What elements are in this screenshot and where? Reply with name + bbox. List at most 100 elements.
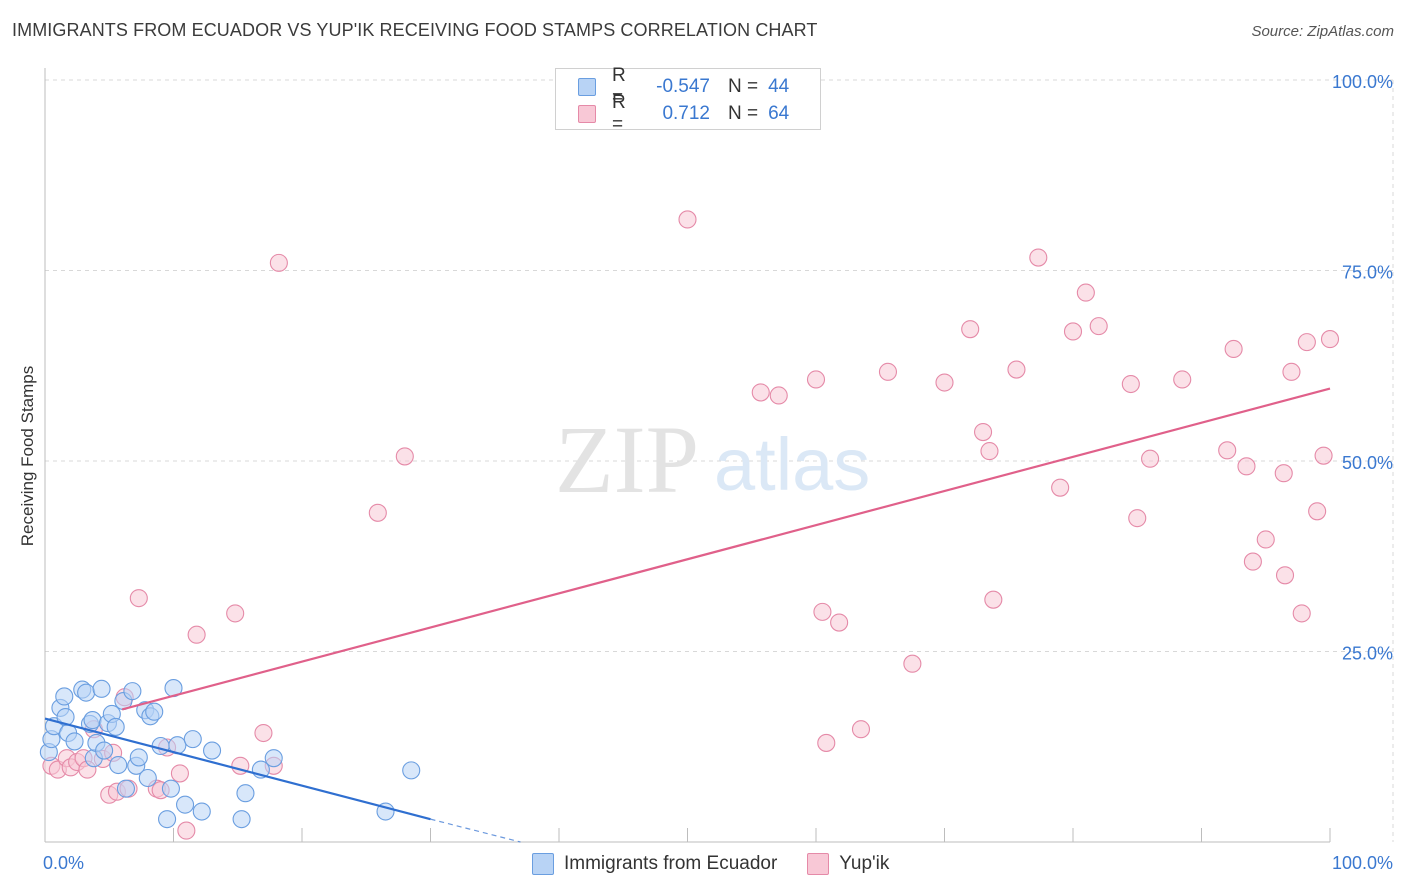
data-point [129,748,148,767]
r-label: R = [612,92,626,135]
axes [44,68,1331,843]
data-point [1256,530,1275,549]
legend-label-yupik: Yup'ik [839,853,890,874]
data-point [161,779,180,798]
data-point [1224,339,1243,359]
data-point [973,422,993,442]
data-point [961,320,980,339]
trend-lines [44,387,1331,843]
chart-title: IMMIGRANTS FROM ECUADOR VS YUP'IK RECEIV… [12,20,818,40]
trend-line [121,387,1331,711]
data-point [903,654,922,673]
data-point [269,253,288,272]
data-point [1173,370,1192,389]
data-point [254,723,273,743]
data-point [817,733,836,752]
data-point [1089,317,1108,336]
data-point [1292,604,1311,623]
r-value: 0.712 [662,103,710,124]
y-tick-label: 25.0% [1342,644,1393,664]
legend-row-ecuador: R = -0.547 N = 44 [578,65,790,108]
data-point [1274,464,1293,483]
data-point [138,768,157,788]
data-point [109,755,128,775]
data-point [980,442,999,461]
y-tick-label: 100.0% [1332,72,1393,92]
x-tick-label: 100.0% [1332,853,1393,873]
series-legend: Immigrants from Ecuador Yup'ik [532,852,919,876]
data-point [151,736,170,756]
data-point [83,711,102,730]
data-point [1029,248,1048,267]
data-point [232,810,251,829]
data-point [264,749,283,768]
data-point [395,447,414,466]
data-point [935,373,954,392]
data-point [123,682,142,701]
data-point [830,613,849,632]
data-point [1275,566,1295,585]
r-value: -0.547 [656,76,710,97]
data-point [116,779,136,798]
data-point [678,210,697,229]
data-point [402,761,421,780]
data-point [145,702,164,721]
trend-line-extension [430,818,521,843]
data-point [1076,283,1095,302]
data-point [1218,441,1237,460]
data-point [183,730,202,749]
data-point [95,741,114,760]
data-point [129,589,148,608]
tick-labels: 25.0% 50.0% 75.0% 100.0% 0.0% 100.0% [43,72,1393,873]
y-tick-label: 50.0% [1342,453,1393,473]
data-point [806,370,826,389]
n-label: N = [728,103,759,124]
legend-label-ecuador: Immigrants from Ecuador [564,853,778,874]
data-point [1282,362,1301,381]
data-point [1007,360,1026,379]
data-point [55,687,74,706]
data-point [226,604,245,623]
data-point [813,602,832,621]
data-point [1314,446,1333,465]
data-point [158,810,177,829]
legend-item-yupik: Yup'ik [807,853,889,875]
data-point [92,679,111,698]
data-point [769,386,788,405]
data-point [751,383,770,402]
data-point [77,683,96,702]
watermark-zip: ZIP [555,406,699,513]
correlation-legend: R = -0.547 N = 44 R = 0.712 N = 64 [555,65,821,135]
data-point [203,741,222,760]
data-point [1063,322,1083,341]
data-point [1121,374,1140,394]
n-value: 64 [768,103,790,124]
data-point [65,732,84,751]
data-point [192,802,211,821]
legend-swatch-blue [532,853,554,875]
data-point [187,625,206,644]
data-point [851,720,871,739]
data-point [1051,478,1070,497]
data-point [1243,552,1262,571]
legend-swatch-pink [807,853,830,875]
source-label: Source: ZipAtlas.com [1251,23,1394,40]
series-yupik [42,210,1340,840]
n-label: N = [728,76,759,97]
watermark: ZIP atlas [555,406,870,513]
legend-swatch-pink [578,105,596,123]
data-point [1297,333,1316,352]
data-point [984,590,1003,609]
data-point [368,503,387,522]
data-point [1237,457,1256,476]
data-point [170,764,189,783]
data-point [177,821,196,840]
n-value: 44 [768,76,790,97]
x-tick-label: 0.0% [43,853,84,873]
data-point [878,362,898,381]
watermark-atlas: atlas [714,423,870,506]
r-label: R = [612,65,626,108]
data-point [1320,330,1340,349]
data-point [106,717,125,736]
